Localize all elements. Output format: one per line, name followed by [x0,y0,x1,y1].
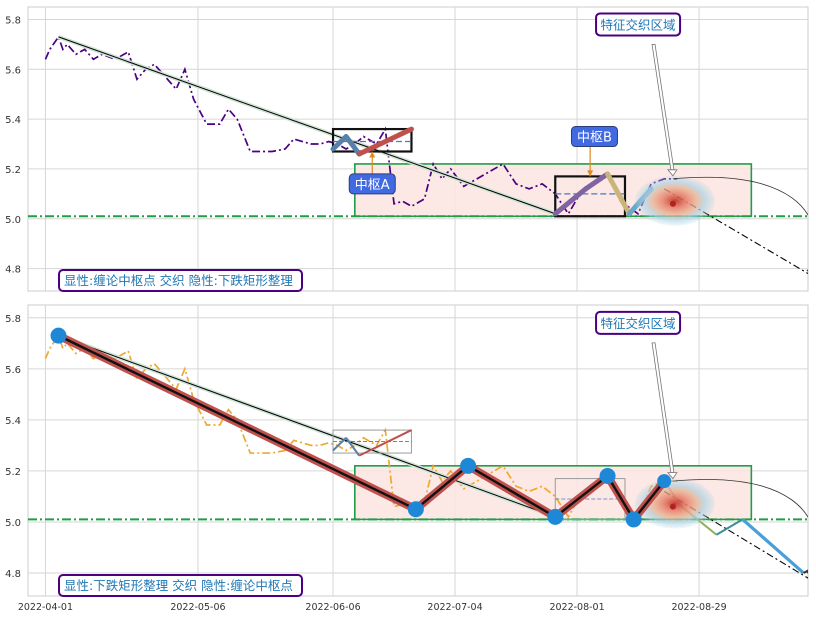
arc-arrowhead [806,571,808,574]
ghost-stroke [345,437,360,457]
x-tick-label: 2022-05-06 [170,602,225,613]
plot-background [27,304,809,597]
center-label-box [570,126,618,148]
pivot-point [599,468,616,485]
caption-text: 显性:缠论中枢点 交织 隐性:下跌矩形整理 [64,273,293,288]
ghost-stroke [332,437,347,452]
projection-segment [741,518,805,575]
caption-text: 显性:下跌矩形整理 交织 隐性:缠论中枢点 [64,578,293,593]
plot-area [28,327,808,579]
highlight-area [634,175,715,226]
x-tick-label: 2022-08-29 [671,602,726,613]
y-tick-label: 4.8 [5,265,21,276]
trendline-projection [663,490,808,579]
x-tick-label: 2022-04-01 [18,602,73,613]
arc-arrow [672,176,808,217]
center-arrowhead [369,151,376,158]
y-tick-label: 5.6 [5,365,21,376]
feature-pointer-head [667,169,678,177]
center-label: 中枢B [577,131,612,146]
trendline-main [58,335,556,518]
feature-label-box [595,310,682,335]
projection-segment [715,518,744,536]
y-tick-label: 5.6 [5,65,21,76]
center-stroke [552,186,589,217]
y-tick-label: 5.2 [5,165,21,176]
y-tick-label: 5.0 [5,215,21,226]
y-tick-label: 5.2 [5,467,21,478]
center-arrowhead [587,170,594,177]
y-tick-label: 5.0 [5,518,21,529]
pivot-point [460,457,477,474]
highlight-center [669,503,676,510]
pivot-point [547,508,564,525]
center-label: 中枢A [355,178,390,193]
center-stroke [343,134,362,157]
y-tick-label: 4.8 [5,569,21,580]
y-tick-label: 5.8 [5,314,21,325]
plot-area [28,35,808,275]
projection-segment [803,569,808,574]
bottom-panel: 4.8 5.0 5.2 5.4 5.6 5.8 2022-04-01 2022-05-06 20… [5,304,809,613]
feature-label: 特征交织区域 [601,316,676,331]
x-tick-label: 2022-08-01 [549,602,604,613]
arc-arrow [672,479,808,519]
ghost-stroke [358,429,412,457]
y-tick-label: 5.4 [5,416,21,427]
center-label-box [348,173,396,195]
plot-background [27,6,809,292]
pivot-point [50,327,67,344]
caption-box [58,574,303,597]
center-stroke [356,126,414,157]
x-tick-label: 2022-07-04 [427,602,482,613]
trendline-main [58,36,556,215]
feature-label: 特征交织区域 [601,17,676,32]
feature-pointer-head [667,472,678,480]
center-stroke [605,171,632,217]
y-tick-label: 5.4 [5,115,21,126]
center-stroke [330,134,349,152]
trendline-projection [663,188,808,275]
y-tick-label: 5.8 [5,15,21,26]
caption-box [58,269,303,292]
center-stroke [583,171,611,192]
pivot-point [657,474,672,489]
arc-arrowhead [806,269,808,272]
pivot-point [625,511,642,528]
highlight-center [669,200,676,207]
pivot-point [407,501,424,518]
x-tick-label: 2022-06-06 [305,602,360,613]
feature-label-box [595,12,682,37]
